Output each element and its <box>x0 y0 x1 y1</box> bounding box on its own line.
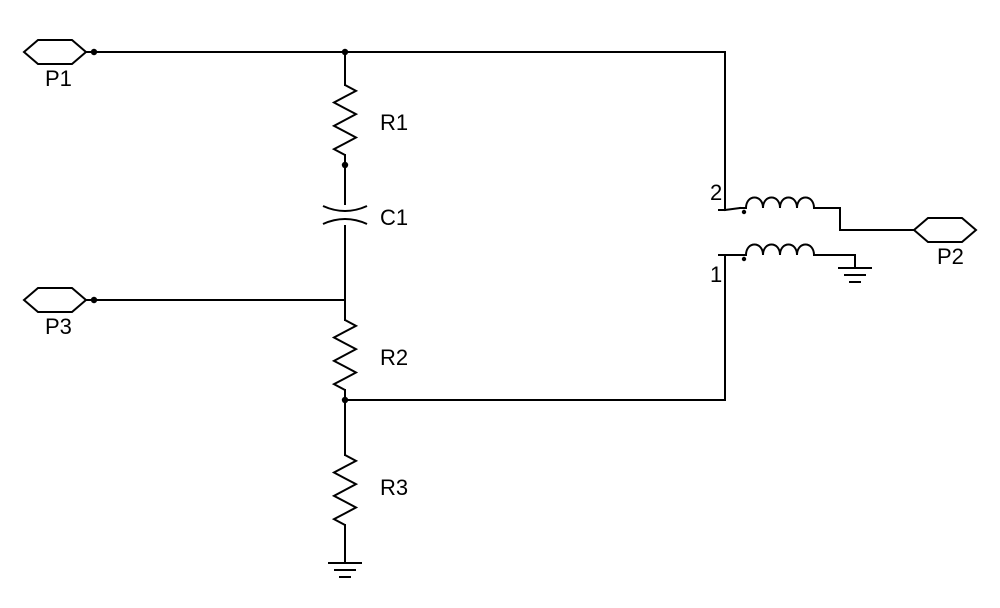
port-p1-label: P1 <box>45 66 72 91</box>
xfmr-pin-1-label: 1 <box>710 262 722 287</box>
circuit-schematic: P1 P3 P2 R1 C1 R2 R3 2 1 <box>0 0 1000 608</box>
xfmr-pin-2-label: 2 <box>710 180 722 205</box>
c1-label: C1 <box>380 205 408 230</box>
port-p3-label: P3 <box>45 314 72 339</box>
r3-label: R3 <box>380 475 408 500</box>
port-p2-label: P2 <box>937 244 964 269</box>
r1-label: R1 <box>380 110 408 135</box>
r2-label: R2 <box>380 345 408 370</box>
